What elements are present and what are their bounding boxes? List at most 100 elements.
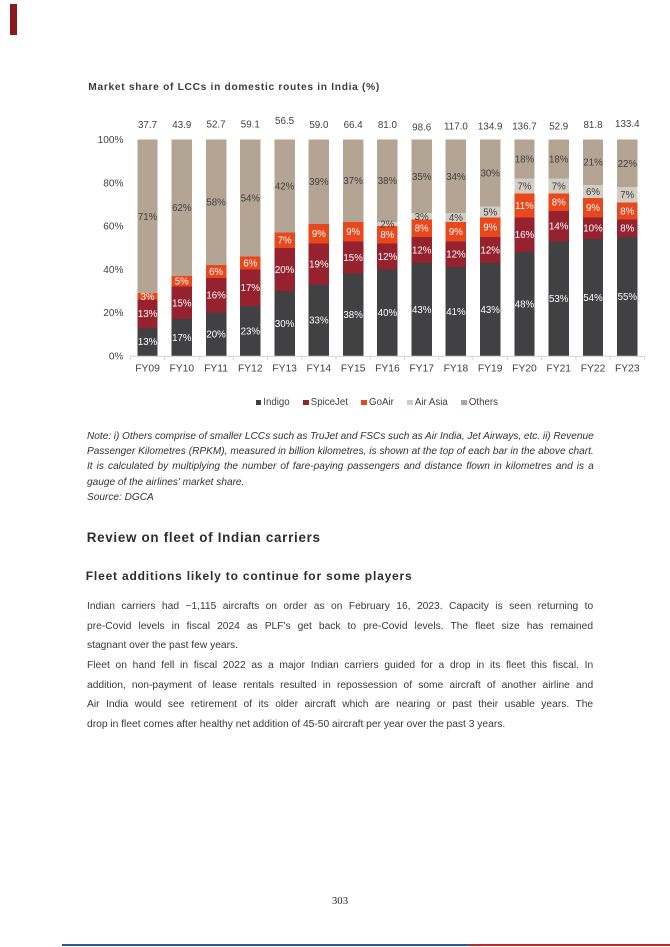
svg-text:133.4: 133.4 [615, 119, 640, 130]
svg-text:0%: 0% [109, 351, 124, 362]
svg-text:8%: 8% [415, 224, 429, 235]
svg-text:58%: 58% [206, 198, 226, 209]
svg-text:55%: 55% [618, 292, 638, 303]
svg-text:43%: 43% [481, 305, 501, 316]
svg-text:71%: 71% [138, 212, 158, 223]
svg-text:38%: 38% [378, 176, 398, 187]
svg-text:54%: 54% [583, 293, 603, 304]
svg-text:15%: 15% [343, 253, 363, 264]
svg-text:FY14: FY14 [307, 363, 332, 374]
svg-text:FY11: FY11 [204, 363, 228, 374]
svg-text:8%: 8% [620, 206, 634, 217]
svg-text:23%: 23% [241, 326, 261, 337]
svg-text:39%: 39% [309, 177, 329, 188]
svg-text:12%: 12% [412, 245, 432, 256]
svg-text:7%: 7% [517, 182, 531, 193]
svg-text:14%: 14% [549, 222, 569, 233]
svg-text:2%: 2% [380, 219, 394, 230]
svg-text:35%: 35% [412, 172, 432, 183]
svg-text:3%: 3% [141, 292, 155, 303]
svg-text:38%: 38% [343, 310, 363, 321]
svg-text:5%: 5% [483, 207, 497, 218]
svg-text:8%: 8% [380, 230, 394, 241]
svg-text:FY17: FY17 [409, 363, 434, 374]
svg-text:8%: 8% [552, 198, 566, 209]
svg-text:98.6: 98.6 [412, 122, 432, 133]
svg-text:FY23: FY23 [615, 363, 640, 374]
svg-text:56.5: 56.5 [275, 116, 295, 127]
svg-text:19%: 19% [309, 259, 329, 270]
svg-text:4%: 4% [449, 213, 463, 224]
svg-text:81.8: 81.8 [583, 120, 603, 131]
svg-text:43.9: 43.9 [172, 120, 191, 131]
svg-text:17%: 17% [241, 283, 261, 294]
svg-text:FY10: FY10 [169, 363, 194, 374]
svg-text:FY21: FY21 [546, 363, 571, 374]
svg-text:30%: 30% [481, 169, 501, 180]
svg-text:13%: 13% [138, 309, 158, 320]
svg-text:40%: 40% [103, 265, 123, 276]
svg-text:42%: 42% [275, 182, 295, 193]
svg-text:5%: 5% [175, 277, 189, 288]
svg-text:21%: 21% [583, 158, 603, 169]
svg-text:6%: 6% [209, 267, 223, 278]
svg-text:136.7: 136.7 [512, 122, 537, 133]
svg-text:54%: 54% [241, 193, 261, 204]
svg-text:FY15: FY15 [341, 363, 366, 374]
svg-text:9%: 9% [449, 227, 463, 238]
svg-text:59.1: 59.1 [241, 120, 260, 131]
svg-text:FY13: FY13 [272, 363, 297, 374]
svg-text:7%: 7% [620, 190, 634, 201]
svg-text:100%: 100% [98, 135, 124, 146]
svg-text:20%: 20% [275, 265, 295, 276]
svg-text:7%: 7% [278, 236, 292, 247]
svg-text:60%: 60% [103, 222, 123, 233]
svg-text:FY16: FY16 [375, 363, 400, 374]
svg-text:18%: 18% [515, 154, 535, 165]
svg-text:53%: 53% [549, 294, 569, 305]
svg-text:6%: 6% [243, 258, 257, 269]
svg-text:10%: 10% [583, 224, 603, 235]
svg-text:7%: 7% [552, 182, 566, 193]
svg-text:37.7: 37.7 [138, 120, 157, 131]
svg-text:9%: 9% [346, 227, 360, 238]
svg-text:FY18: FY18 [444, 363, 469, 374]
svg-text:18%: 18% [549, 154, 569, 165]
svg-text:134.9: 134.9 [478, 122, 503, 133]
svg-text:FY19: FY19 [478, 363, 503, 374]
svg-text:9%: 9% [312, 229, 326, 240]
svg-text:80%: 80% [103, 178, 123, 189]
svg-text:41%: 41% [446, 307, 466, 318]
svg-text:81.0: 81.0 [378, 120, 398, 131]
svg-text:20%: 20% [103, 308, 123, 319]
svg-text:37%: 37% [343, 176, 363, 187]
svg-text:48%: 48% [515, 299, 535, 310]
svg-text:62%: 62% [172, 203, 192, 214]
svg-text:52.9: 52.9 [549, 122, 568, 133]
svg-text:30%: 30% [275, 319, 295, 330]
svg-text:22%: 22% [618, 159, 638, 170]
svg-text:15%: 15% [172, 298, 192, 309]
svg-text:FY12: FY12 [238, 363, 263, 374]
svg-text:13%: 13% [138, 337, 158, 348]
svg-text:12%: 12% [446, 250, 466, 261]
svg-text:9%: 9% [483, 223, 497, 234]
svg-text:17%: 17% [172, 333, 192, 344]
svg-text:16%: 16% [515, 230, 535, 241]
svg-text:33%: 33% [309, 316, 329, 327]
svg-text:66.4: 66.4 [344, 120, 364, 131]
svg-text:FY09: FY09 [135, 363, 160, 374]
svg-text:59.0: 59.0 [309, 120, 329, 131]
svg-text:34%: 34% [446, 172, 466, 183]
svg-text:FY22: FY22 [581, 363, 606, 374]
svg-text:11%: 11% [515, 201, 534, 212]
svg-text:117.0: 117.0 [444, 122, 468, 133]
svg-text:6%: 6% [586, 187, 600, 198]
svg-text:8%: 8% [620, 224, 634, 235]
svg-text:9%: 9% [586, 203, 600, 214]
svg-text:40%: 40% [378, 308, 398, 319]
svg-text:FY20: FY20 [512, 363, 537, 374]
svg-text:16%: 16% [206, 291, 226, 302]
svg-text:43%: 43% [412, 305, 432, 316]
svg-text:12%: 12% [481, 245, 501, 256]
